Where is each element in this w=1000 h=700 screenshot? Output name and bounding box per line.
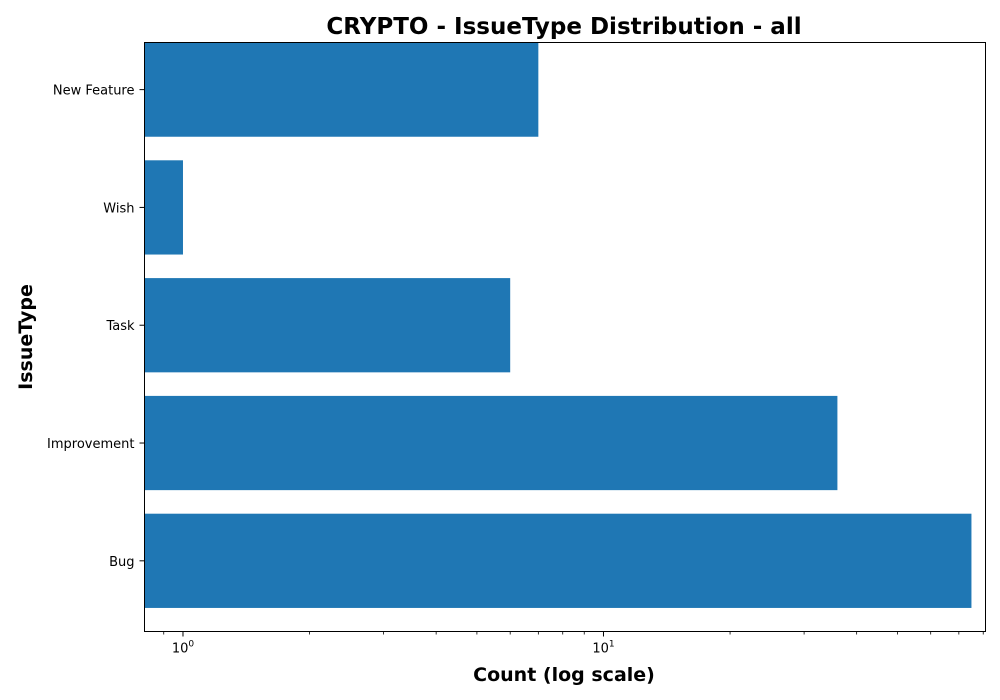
chart-title: CRYPTO - IssueType Distribution - all <box>326 14 801 40</box>
bar-improvement <box>144 395 838 491</box>
y-tick-label-task: Task <box>105 319 135 334</box>
x-ticks-group: 100 101 <box>163 631 984 657</box>
y-ticks-group: Bug Improvement Task Wish New Feature <box>47 84 145 570</box>
bars-group <box>144 42 972 608</box>
y-tick-label-wish: Wish <box>103 201 134 216</box>
bar-bug <box>144 513 972 608</box>
bar-task <box>144 278 511 373</box>
x-tick-label-10-0: 100 <box>172 640 195 657</box>
x-tick-label-10-1: 101 <box>592 640 614 657</box>
y-tick-label-new-feature: New Feature <box>53 84 135 99</box>
x-axis-label: Count (log scale) <box>473 664 655 686</box>
bar-new-feature <box>144 42 539 137</box>
y-tick-label-improvement: Improvement <box>47 437 134 452</box>
plot-frame <box>144 42 986 632</box>
y-axis-label: IssueType <box>15 284 37 390</box>
bar-wish <box>144 160 183 255</box>
y-tick-label-bug: Bug <box>109 555 134 570</box>
